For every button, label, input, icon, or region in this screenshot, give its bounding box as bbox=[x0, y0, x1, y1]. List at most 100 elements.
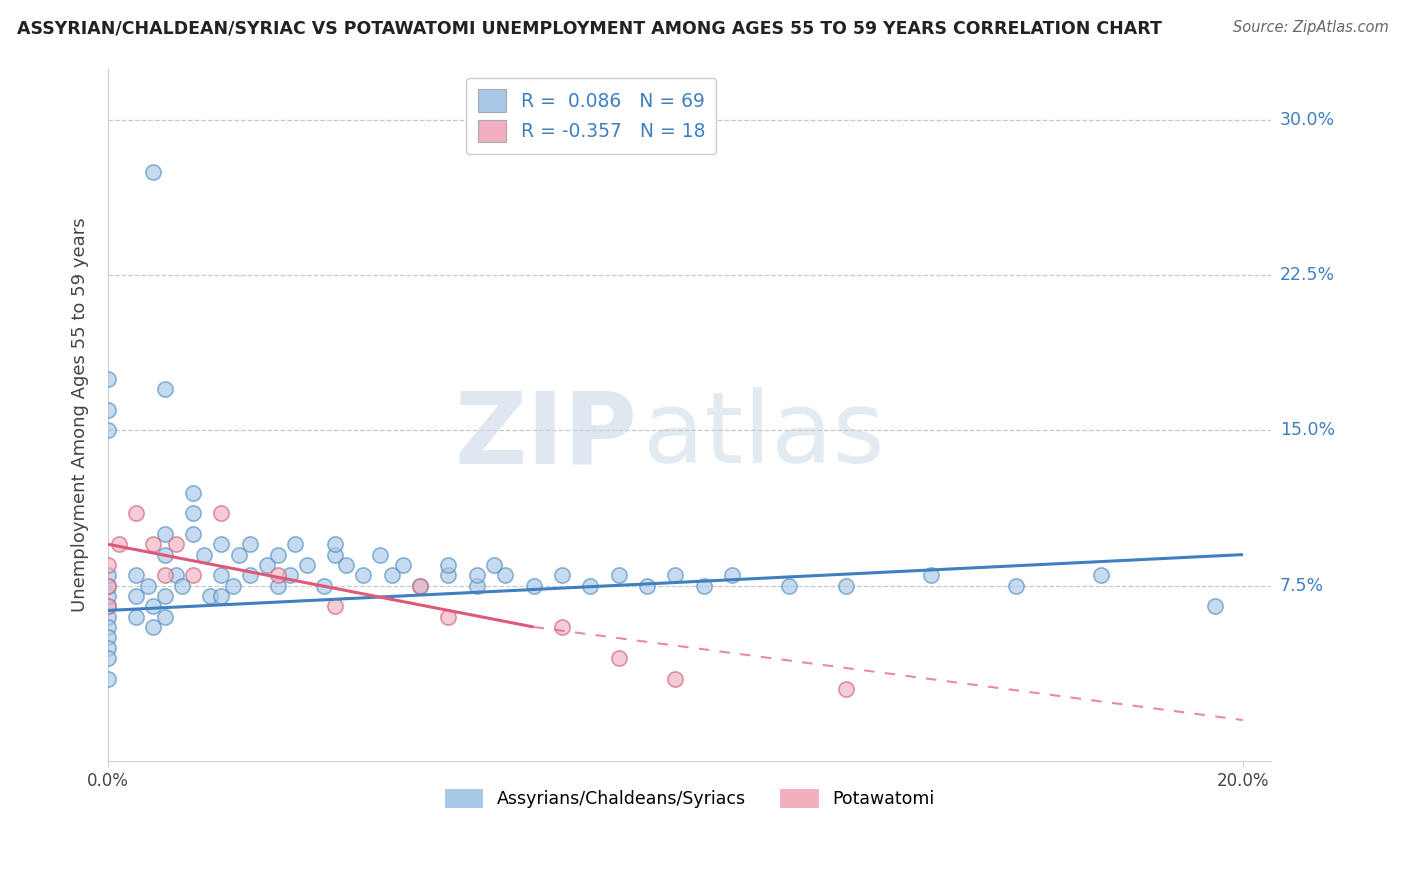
Point bbox=[278, 568, 301, 582]
Point bbox=[437, 568, 460, 582]
Point bbox=[352, 568, 374, 582]
Text: 22.5%: 22.5% bbox=[1279, 267, 1334, 285]
Point bbox=[97, 579, 120, 593]
Point bbox=[142, 599, 165, 614]
Point bbox=[295, 558, 318, 572]
Point bbox=[437, 558, 460, 572]
Point bbox=[551, 620, 574, 634]
Point bbox=[267, 579, 290, 593]
Point bbox=[693, 579, 716, 593]
Point bbox=[323, 599, 346, 614]
Point bbox=[153, 568, 176, 582]
Point bbox=[125, 589, 148, 603]
Point bbox=[465, 568, 488, 582]
Point bbox=[607, 651, 630, 665]
Point bbox=[97, 402, 120, 417]
Point bbox=[181, 485, 204, 500]
Point bbox=[239, 568, 262, 582]
Point bbox=[664, 568, 686, 582]
Point bbox=[153, 589, 176, 603]
Point bbox=[211, 568, 233, 582]
Point bbox=[97, 372, 120, 386]
Point bbox=[97, 424, 120, 438]
Point bbox=[239, 537, 262, 551]
Point bbox=[97, 558, 120, 572]
Point bbox=[323, 548, 346, 562]
Point bbox=[1204, 599, 1226, 614]
Point bbox=[165, 568, 187, 582]
Point bbox=[636, 579, 658, 593]
Point bbox=[834, 681, 856, 696]
Point bbox=[97, 672, 120, 686]
Point bbox=[181, 506, 204, 520]
Point bbox=[97, 568, 120, 582]
Point bbox=[153, 609, 176, 624]
Point bbox=[153, 527, 176, 541]
Point bbox=[97, 630, 120, 644]
Point bbox=[267, 568, 290, 582]
Point bbox=[153, 382, 176, 396]
Point bbox=[142, 620, 165, 634]
Point bbox=[142, 537, 165, 551]
Text: atlas: atlas bbox=[643, 387, 884, 484]
Point bbox=[551, 568, 574, 582]
Point bbox=[125, 609, 148, 624]
Point bbox=[284, 537, 307, 551]
Point bbox=[198, 589, 221, 603]
Point bbox=[409, 579, 432, 593]
Point bbox=[211, 506, 233, 520]
Text: 30.0%: 30.0% bbox=[1279, 112, 1334, 129]
Point bbox=[193, 548, 215, 562]
Point bbox=[579, 579, 602, 593]
Point bbox=[181, 568, 204, 582]
Text: Source: ZipAtlas.com: Source: ZipAtlas.com bbox=[1233, 20, 1389, 35]
Point bbox=[165, 537, 187, 551]
Point bbox=[409, 579, 432, 593]
Point bbox=[97, 589, 120, 603]
Point bbox=[97, 599, 120, 614]
Point bbox=[222, 579, 245, 593]
Point bbox=[437, 609, 460, 624]
Point bbox=[1090, 568, 1112, 582]
Point bbox=[142, 165, 165, 179]
Point bbox=[1005, 579, 1028, 593]
Text: 7.5%: 7.5% bbox=[1279, 576, 1324, 595]
Point bbox=[228, 548, 250, 562]
Point bbox=[97, 651, 120, 665]
Point bbox=[381, 568, 404, 582]
Text: 15.0%: 15.0% bbox=[1279, 422, 1334, 440]
Point bbox=[482, 558, 505, 572]
Point bbox=[312, 579, 335, 593]
Point bbox=[920, 568, 942, 582]
Point bbox=[267, 548, 290, 562]
Point bbox=[256, 558, 278, 572]
Text: ASSYRIAN/CHALDEAN/SYRIAC VS POTAWATOMI UNEMPLOYMENT AMONG AGES 55 TO 59 YEARS CO: ASSYRIAN/CHALDEAN/SYRIAC VS POTAWATOMI U… bbox=[17, 20, 1161, 37]
Point bbox=[778, 579, 800, 593]
Point bbox=[523, 579, 546, 593]
Y-axis label: Unemployment Among Ages 55 to 59 years: Unemployment Among Ages 55 to 59 years bbox=[72, 218, 89, 612]
Point bbox=[323, 537, 346, 551]
Point bbox=[97, 599, 120, 614]
Point bbox=[494, 568, 516, 582]
Point bbox=[97, 640, 120, 655]
Point bbox=[664, 672, 686, 686]
Point bbox=[370, 548, 392, 562]
Point bbox=[153, 548, 176, 562]
Point bbox=[97, 609, 120, 624]
Point bbox=[834, 579, 856, 593]
Text: ZIP: ZIP bbox=[454, 387, 637, 484]
Point bbox=[392, 558, 415, 572]
Point bbox=[125, 506, 148, 520]
Point bbox=[136, 579, 159, 593]
Point bbox=[181, 527, 204, 541]
Point bbox=[97, 620, 120, 634]
Point bbox=[211, 589, 233, 603]
Point bbox=[335, 558, 357, 572]
Point bbox=[721, 568, 744, 582]
Point bbox=[97, 579, 120, 593]
Point bbox=[607, 568, 630, 582]
Point bbox=[465, 579, 488, 593]
Legend: Assyrians/Chaldeans/Syriacs, Potawatomi: Assyrians/Chaldeans/Syriacs, Potawatomi bbox=[437, 782, 942, 815]
Point bbox=[108, 537, 131, 551]
Point bbox=[170, 579, 193, 593]
